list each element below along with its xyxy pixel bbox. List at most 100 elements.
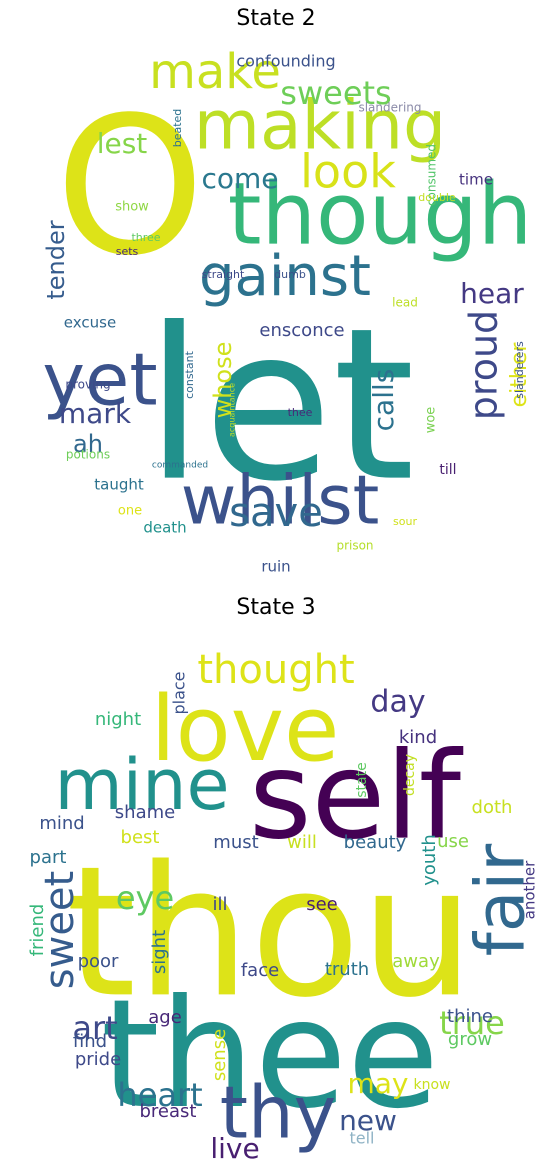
word-place: place (170, 671, 189, 714)
word-kind: kind (399, 727, 437, 748)
word-grow: grow (448, 1029, 492, 1050)
word-double: double (418, 191, 456, 204)
word-o: O (55, 76, 205, 297)
word-look: look (300, 145, 396, 199)
word-decay: decay (402, 754, 418, 796)
word-slanderers: slanderers (513, 341, 526, 399)
word-will: will (287, 832, 317, 853)
word-let: let (145, 283, 415, 528)
word-thee: thee (288, 406, 313, 419)
word-time: time (459, 171, 493, 189)
word-making: making (194, 87, 446, 166)
word-breast: breast (140, 1101, 197, 1122)
word-proving: proving (65, 378, 110, 392)
word-save: save (229, 490, 323, 536)
word-gainst: gainst (199, 244, 371, 309)
word-confounding: confounding (236, 52, 335, 71)
word-commanded: commanded (152, 461, 208, 471)
word-thou: thou (66, 828, 475, 1037)
word-slandering: slandering (358, 101, 421, 115)
word-taught: taught (94, 476, 144, 494)
word-another: another (521, 860, 539, 919)
word-doth: doth (472, 797, 513, 818)
word-ensconce: ensconce (259, 320, 344, 341)
word-must: must (213, 832, 258, 853)
word-woe: woe (424, 407, 439, 434)
word-mark: mark (59, 397, 132, 430)
word-calls: calls (367, 369, 400, 432)
word-make: make (149, 44, 281, 100)
word-beated: beated (171, 109, 184, 148)
word-eye: eye (116, 879, 174, 917)
word-youth: youth (419, 834, 440, 886)
word-sense: sense (209, 1029, 230, 1081)
word-live: live (210, 1132, 259, 1160)
word-lest: lest (97, 127, 148, 160)
word-till: till (439, 462, 456, 478)
word-thee: thee (101, 968, 439, 1142)
word-state: state (354, 762, 370, 797)
word-ah: ah (73, 430, 103, 458)
word-show: show (115, 200, 149, 215)
word-sweet: sweet (37, 871, 83, 989)
word-whilst: whilst (181, 462, 380, 541)
word-may: may (347, 1067, 408, 1100)
word-face: face (241, 960, 279, 981)
word-whose: whose (209, 342, 237, 419)
word-away: away (392, 951, 440, 972)
word-thought: thought (197, 647, 354, 693)
word-sight: sight (149, 930, 170, 974)
word-though: though (228, 164, 532, 264)
word-friend: friend (27, 904, 48, 957)
word-come: come (201, 162, 278, 195)
word-truth: truth (325, 959, 369, 980)
word-mind: mind (39, 813, 84, 834)
word-pride: pride (75, 1049, 121, 1070)
word-shame: shame (115, 802, 175, 823)
word-dumb: dumb (274, 268, 306, 281)
word-hear: hear (460, 277, 524, 310)
word-yet: yet (42, 338, 157, 422)
word-know: know (414, 1077, 451, 1093)
word-straight: straight (202, 268, 245, 281)
word-acquaintance: acquaintance (228, 383, 237, 437)
word-ill: ill (212, 894, 227, 915)
word-love: love (151, 677, 340, 782)
word-potions: potions (66, 448, 110, 462)
word-thy: thy (220, 1071, 336, 1155)
word-self: self (249, 728, 464, 867)
word-poor: poor (78, 951, 119, 972)
word-mine: mine (54, 744, 229, 826)
word-beauty: beauty (344, 832, 407, 853)
word-new: new (339, 1104, 397, 1137)
word-night: night (95, 709, 141, 730)
word-heart: heart (117, 1076, 202, 1114)
word-fair: fair (462, 844, 541, 957)
word-proud: proud (462, 310, 506, 420)
word-excuse: excuse (64, 314, 116, 332)
word-sweets: sweets (280, 74, 391, 112)
word-constant: constant (183, 350, 196, 399)
chart-title-state-2: State 2 (236, 6, 316, 31)
word-death: death (143, 519, 186, 537)
word-sets: sets (116, 245, 139, 258)
word-consumed: consumed (425, 144, 439, 206)
word-art: art (72, 1009, 117, 1047)
word-see: see (306, 894, 338, 915)
word-tender: tender (42, 220, 70, 299)
word-sour: sour (393, 515, 417, 528)
word-ruin: ruin (261, 558, 290, 576)
word-best: best (121, 827, 160, 848)
word-lead: lead (392, 296, 418, 310)
word-prison: prison (336, 539, 373, 553)
word-three: three (131, 231, 160, 244)
word-use: use (437, 831, 469, 852)
word-day: day (370, 685, 425, 720)
word-tell: tell (349, 1129, 374, 1148)
word-age: age (148, 1007, 182, 1028)
word-thine: thine (447, 1006, 493, 1027)
word-one: one (118, 504, 142, 519)
word-find: find (73, 1031, 107, 1052)
word-either: either (507, 342, 532, 408)
